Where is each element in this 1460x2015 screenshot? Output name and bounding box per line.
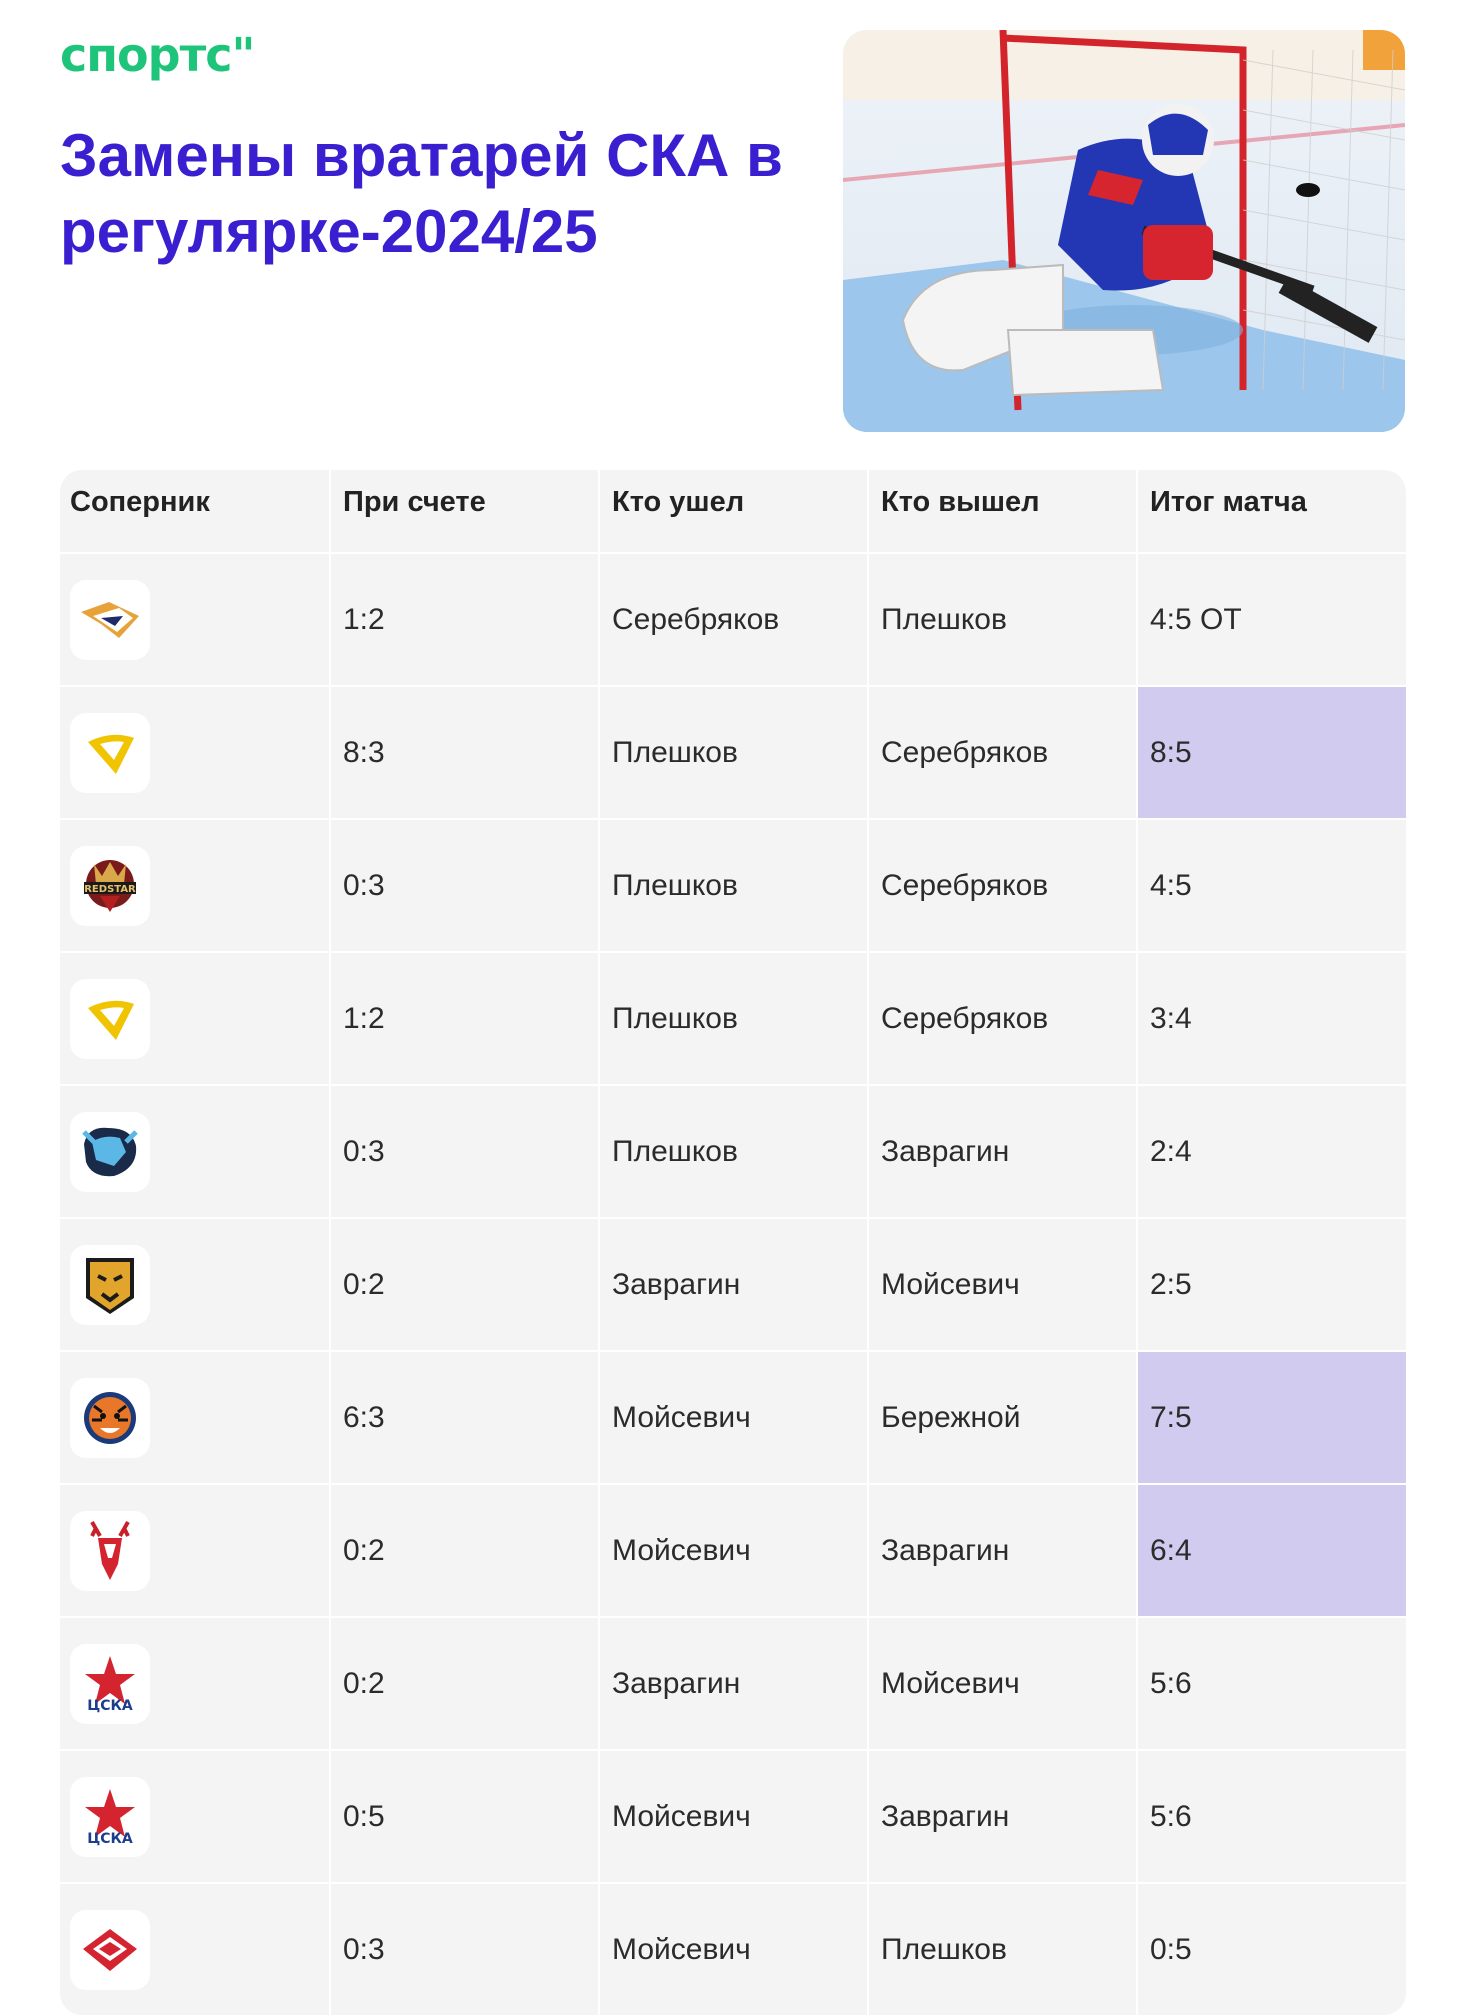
cell-opponent bbox=[60, 554, 329, 685]
cell-goalie-out: Мойсевич bbox=[598, 1884, 867, 2015]
table-row: 6:3 Мойсевич Бережной 7:5 bbox=[60, 1350, 1406, 1483]
cell-score: 0:3 bbox=[329, 1086, 598, 1217]
cell-score: 0:5 bbox=[329, 1751, 598, 1882]
cell-opponent bbox=[60, 1352, 329, 1483]
cell-goalie-out: Заврагин bbox=[598, 1618, 867, 1749]
table-row: 1:2 Плешков Серебряков 3:4 bbox=[60, 951, 1406, 1084]
cell-score: 0:2 bbox=[329, 1618, 598, 1749]
cell-goalie-in: Заврагин bbox=[867, 1086, 1136, 1217]
cell-goalie-out: Мойсевич bbox=[598, 1352, 867, 1483]
page-title: Замены вратарей СКА в регулярке-2024/25 bbox=[60, 122, 783, 265]
cell-goalie-out: Плешков bbox=[598, 820, 867, 951]
table-row: ЦСКА 0:2 Заврагин Мойсевич 5:6 bbox=[60, 1616, 1406, 1749]
column-header-goalie-out: Кто ушел bbox=[598, 470, 867, 552]
cell-goalie-in: Бережной bbox=[867, 1352, 1136, 1483]
cell-score: 1:2 bbox=[329, 554, 598, 685]
cell-goalie-in: Заврагин bbox=[867, 1485, 1136, 1616]
cell-opponent bbox=[60, 1219, 329, 1350]
table-row: REDSTAR 0:3 Плешков Серебряков 4:5 bbox=[60, 818, 1406, 951]
cell-result: 3:4 bbox=[1136, 953, 1406, 1084]
column-header-score: При счете bbox=[329, 470, 598, 552]
goalie-photo bbox=[843, 30, 1405, 432]
cell-result: 7:5 bbox=[1136, 1352, 1406, 1483]
amur-tiger-logo-icon bbox=[70, 1377, 150, 1458]
column-header-goalie-in: Кто вышел bbox=[867, 470, 1136, 552]
sports-ru-logo[interactable]: спортс" bbox=[60, 28, 255, 82]
svg-text:REDSTAR: REDSTAR bbox=[84, 884, 136, 895]
cell-goalie-in: Плешков bbox=[867, 554, 1136, 685]
table-body: 1:2 Серебряков Плешков 4:5 ОТ 8:3 Плешков Сере… bbox=[60, 552, 1406, 2015]
table-header-row: Соперник При счете Кто ушел Кто вышел Ит… bbox=[60, 470, 1406, 552]
cell-goalie-in: Серебряков bbox=[867, 687, 1136, 818]
table-row: 1:2 Серебряков Плешков 4:5 ОТ bbox=[60, 552, 1406, 685]
cell-goalie-out: Плешков bbox=[598, 1086, 867, 1217]
cell-goalie-out: Мойсевич bbox=[598, 1485, 867, 1616]
cell-goalie-out: Заврагин bbox=[598, 1219, 867, 1350]
spartak-logo-icon bbox=[70, 1909, 150, 1990]
cell-score: 8:3 bbox=[329, 687, 598, 818]
cell-opponent: ЦСКА bbox=[60, 1618, 329, 1749]
cell-goalie-in: Заврагин bbox=[867, 1751, 1136, 1882]
cska-logo-icon: ЦСКА bbox=[70, 1776, 150, 1857]
cell-goalie-out: Плешков bbox=[598, 687, 867, 818]
table-row: ЦСКА 0:5 Мойсевич Заврагин 5:6 bbox=[60, 1749, 1406, 1882]
table-row: 0:2 Мойсевич Заврагин 6:4 bbox=[60, 1483, 1406, 1616]
cell-opponent bbox=[60, 1086, 329, 1217]
cell-result: 2:4 bbox=[1136, 1086, 1406, 1217]
cell-result: 0:5 bbox=[1136, 1884, 1406, 2015]
cell-score: 6:3 bbox=[329, 1352, 598, 1483]
cell-result: 6:4 bbox=[1136, 1485, 1406, 1616]
metallurg-logo-icon bbox=[70, 579, 150, 660]
cell-result: 5:6 bbox=[1136, 1751, 1406, 1882]
cell-score: 1:2 bbox=[329, 953, 598, 1084]
cell-opponent bbox=[60, 953, 329, 1084]
cell-opponent bbox=[60, 687, 329, 818]
cell-goalie-out: Плешков bbox=[598, 953, 867, 1084]
svg-text:ЦСКА: ЦСКА bbox=[87, 1831, 133, 1847]
table-row: 0:3 Мойсевич Плешков 0:5 bbox=[60, 1882, 1406, 2015]
cell-opponent: REDSTAR bbox=[60, 820, 329, 951]
cell-goalie-in: Мойсевич bbox=[867, 1219, 1136, 1350]
cell-opponent bbox=[60, 1884, 329, 2015]
cell-result: 4:5 ОТ bbox=[1136, 554, 1406, 685]
cell-goalie-out: Мойсевич bbox=[598, 1751, 867, 1882]
cell-opponent: ЦСКА bbox=[60, 1751, 329, 1882]
table-row: 0:2 Заврагин Мойсевич 2:5 bbox=[60, 1217, 1406, 1350]
cell-goalie-out: Серебряков bbox=[598, 554, 867, 685]
cell-goalie-in: Серебряков bbox=[867, 953, 1136, 1084]
table-row: 0:3 Плешков Заврагин 2:4 bbox=[60, 1084, 1406, 1217]
cell-opponent bbox=[60, 1485, 329, 1616]
cell-result: 4:5 bbox=[1136, 820, 1406, 951]
goalie-changes-table: Соперник При счете Кто ушел Кто вышел Ит… bbox=[60, 470, 1406, 2015]
cell-goalie-in: Плешков bbox=[867, 1884, 1136, 2015]
torpedo-logo-icon bbox=[70, 712, 150, 793]
cell-result: 8:5 bbox=[1136, 687, 1406, 818]
torpedo-logo-icon bbox=[70, 978, 150, 1059]
column-header-opponent: Соперник bbox=[70, 486, 210, 518]
cell-goalie-in: Серебряков bbox=[867, 820, 1136, 951]
table-row: 8:3 Плешков Серебряков 8:5 bbox=[60, 685, 1406, 818]
column-header-result: Итог матча bbox=[1136, 470, 1406, 552]
kunlun-red-star-logo-icon: REDSTAR bbox=[70, 845, 150, 926]
cska-logo-icon: ЦСКА bbox=[70, 1643, 150, 1724]
lokomotiv-deer-logo-icon bbox=[70, 1510, 150, 1591]
cell-score: 0:3 bbox=[329, 1884, 598, 2015]
dinamo-minsk-bison-logo-icon bbox=[70, 1111, 150, 1192]
cell-result: 2:5 bbox=[1136, 1219, 1406, 1350]
cell-goalie-in: Мойсевич bbox=[867, 1618, 1136, 1749]
cell-score: 0:2 bbox=[329, 1485, 598, 1616]
cell-score: 0:3 bbox=[329, 820, 598, 951]
svg-text:ЦСКА: ЦСКА bbox=[87, 1698, 133, 1714]
cell-result: 5:6 bbox=[1136, 1618, 1406, 1749]
cell-score: 0:2 bbox=[329, 1219, 598, 1350]
severstal-leopard-logo-icon bbox=[70, 1244, 150, 1325]
